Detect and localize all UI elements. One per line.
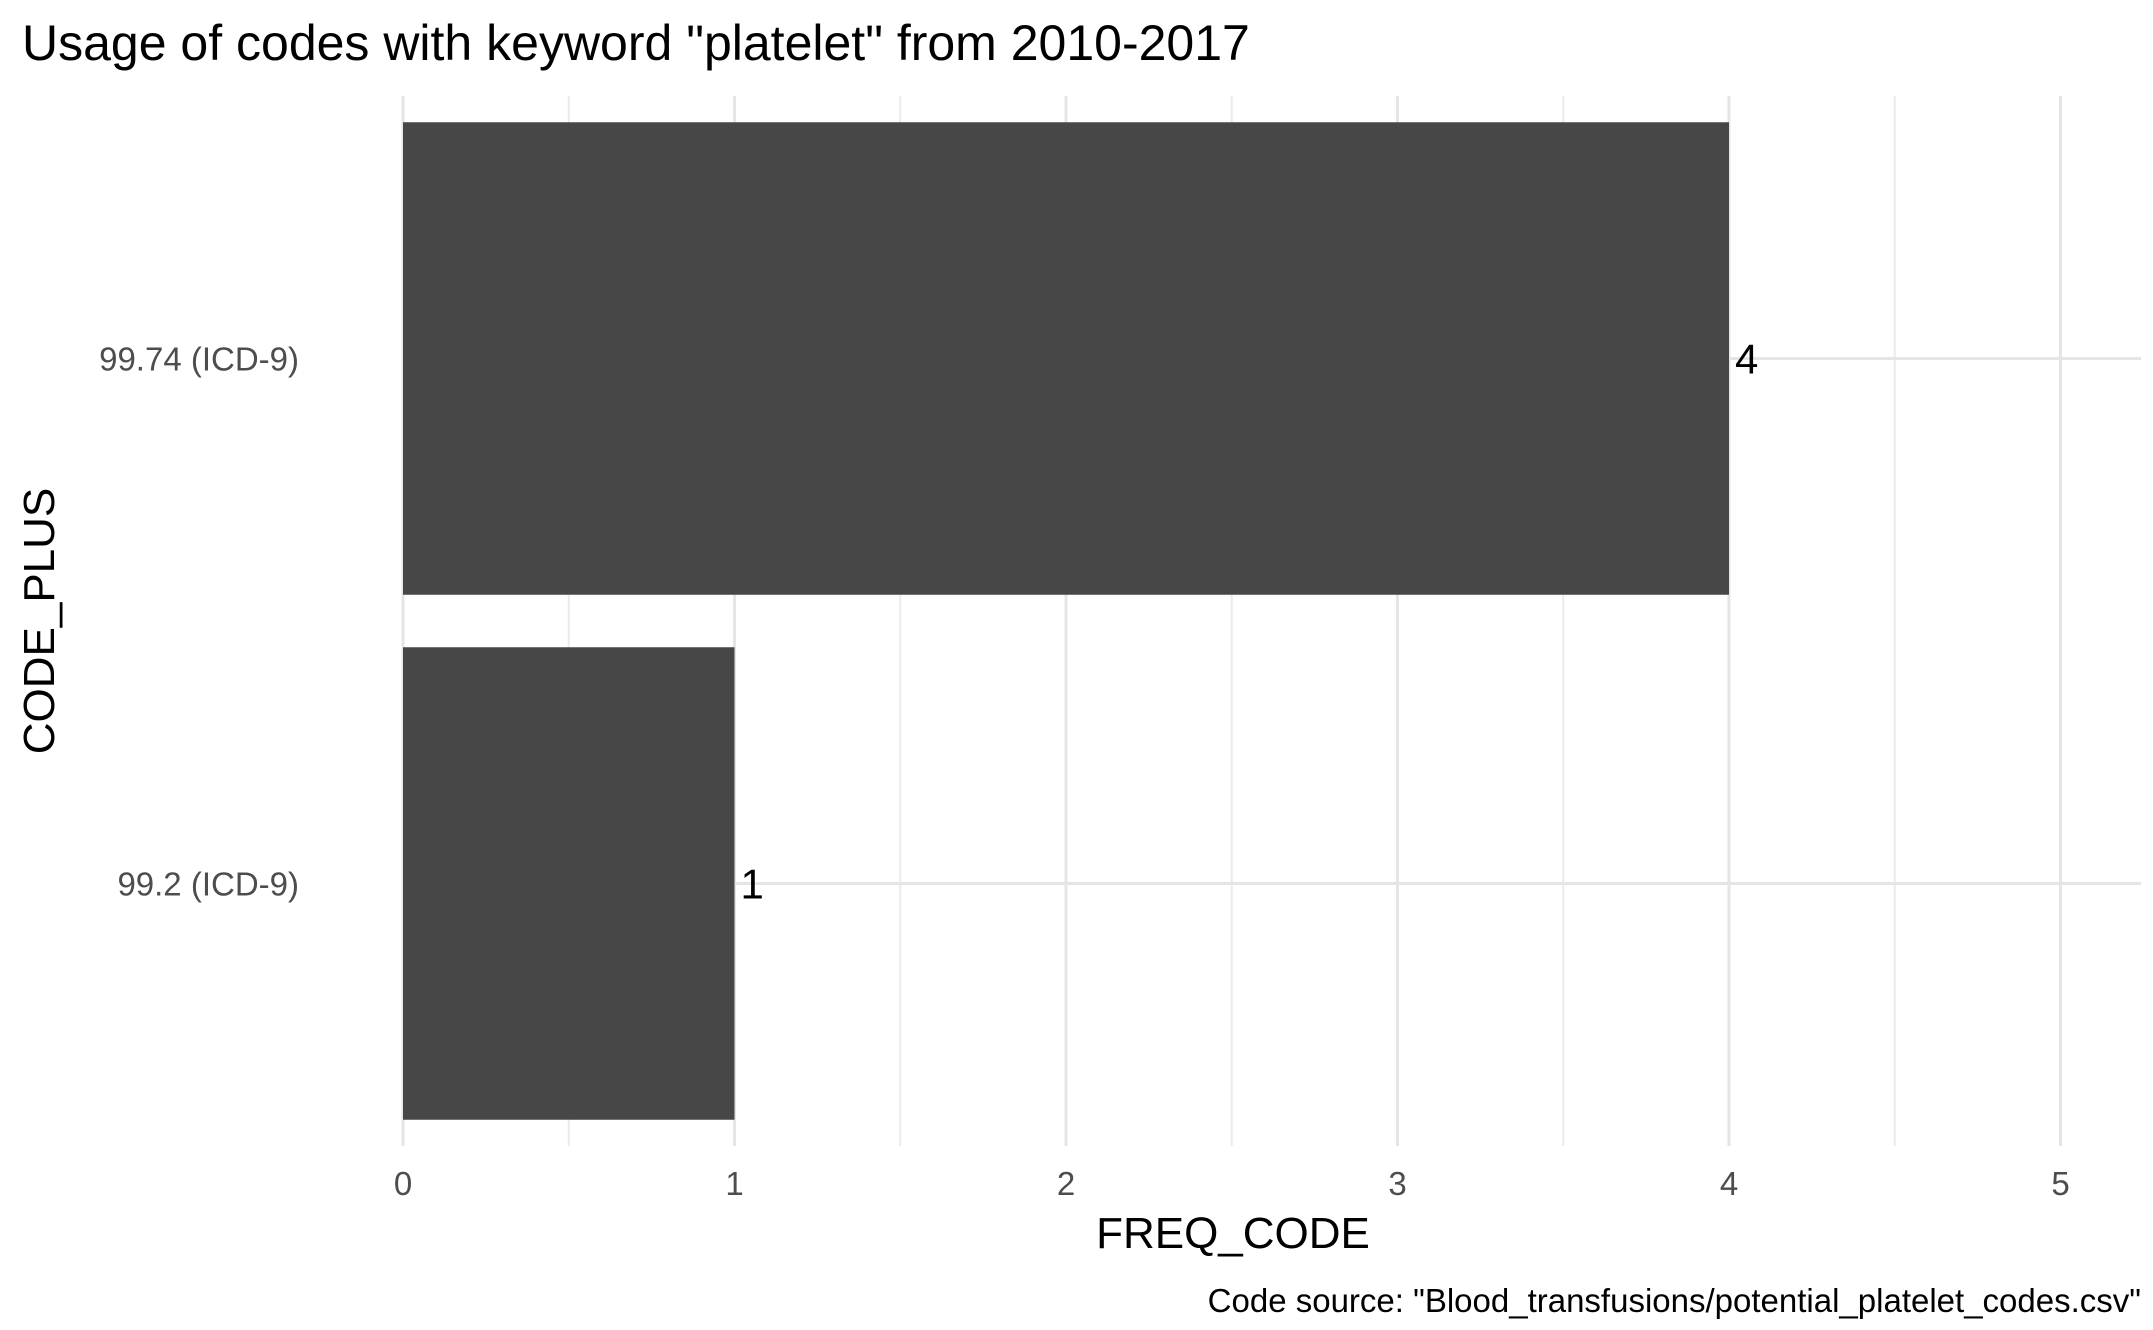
x-tick-label: 4 — [1720, 1165, 1738, 1202]
x-tick-label: 5 — [2051, 1165, 2069, 1202]
x-tick-label: 0 — [394, 1165, 412, 1202]
bar — [403, 122, 1729, 595]
x-axis-tick-labels: 0 1 2 3 4 5 — [394, 1165, 2070, 1202]
bar-value-label: 4 — [1735, 336, 1758, 383]
x-tick-label: 1 — [725, 1165, 743, 1202]
bars — [403, 122, 1729, 1120]
y-tick-label: 99.2 (ICD-9) — [117, 866, 299, 903]
x-axis-title: FREQ_CODE — [1096, 1209, 1370, 1258]
chart-caption: Code source: "Blood_transfusions/potenti… — [1208, 1282, 2141, 1319]
x-tick-label: 3 — [1388, 1165, 1406, 1202]
y-tick-label: 99.74 (ICD-9) — [99, 341, 299, 378]
data-labels: 14 — [741, 336, 1759, 908]
y-axis-title: CODE_PLUS — [15, 488, 64, 755]
bar-value-label: 1 — [741, 861, 764, 908]
x-tick-label: 2 — [1057, 1165, 1075, 1202]
y-axis-tick-labels: 99.2 (ICD-9) 99.74 (ICD-9) — [99, 341, 299, 903]
bar — [403, 647, 735, 1120]
chart-title: Usage of codes with keyword "platelet" f… — [22, 15, 1250, 71]
